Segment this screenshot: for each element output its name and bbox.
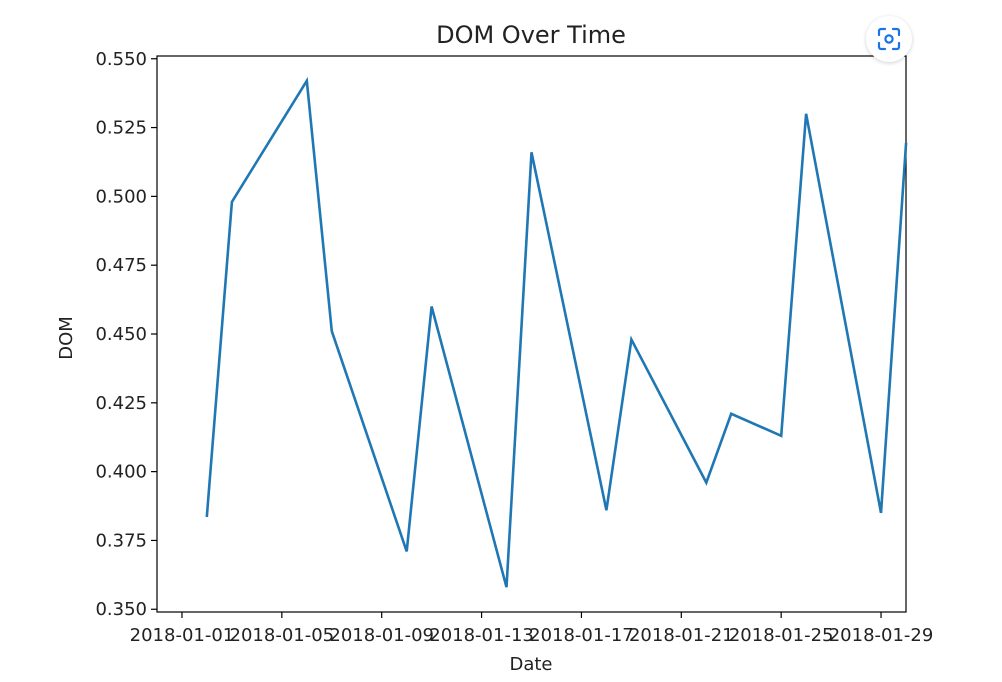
x-tick-label: 2018-01-21: [629, 625, 734, 646]
x-tick-label: 2018-01-01: [130, 625, 235, 646]
x-tick-label: 2018-01-09: [329, 625, 434, 646]
x-tick-label: 2018-01-17: [529, 625, 634, 646]
x-tick-label: 2018-01-13: [429, 625, 534, 646]
y-tick-label: 0.525: [95, 118, 147, 139]
y-tick-label: 0.500: [95, 186, 147, 207]
y-tick-label: 0.450: [95, 324, 147, 345]
x-tick-label: 2018-01-05: [230, 625, 335, 646]
x-axis-label: Date: [509, 654, 552, 675]
y-tick-label: 0.550: [95, 49, 147, 70]
x-axis: 2018-01-012018-01-052018-01-092018-01-13…: [130, 612, 934, 646]
lens-icon: [877, 27, 901, 51]
lens-button[interactable]: [866, 16, 912, 62]
chart-title: DOM Over Time: [436, 21, 626, 49]
y-tick-label: 0.375: [95, 530, 147, 551]
x-tick-label: 2018-01-25: [729, 625, 834, 646]
x-tick-label: 2018-01-29: [829, 625, 934, 646]
y-tick-label: 0.350: [95, 599, 147, 620]
y-axis: 0.350 0.375 0.400 0.425 0.450 0.475 0.500 0.525…: [95, 49, 157, 620]
series-group: [205, 76, 908, 588]
series-line: [205, 76, 908, 588]
y-tick-label: 0.400: [95, 462, 147, 483]
y-tick-label: 0.475: [95, 255, 147, 276]
y-tick-label: 0.425: [95, 393, 147, 414]
y-axis-label: DOM: [56, 316, 77, 360]
